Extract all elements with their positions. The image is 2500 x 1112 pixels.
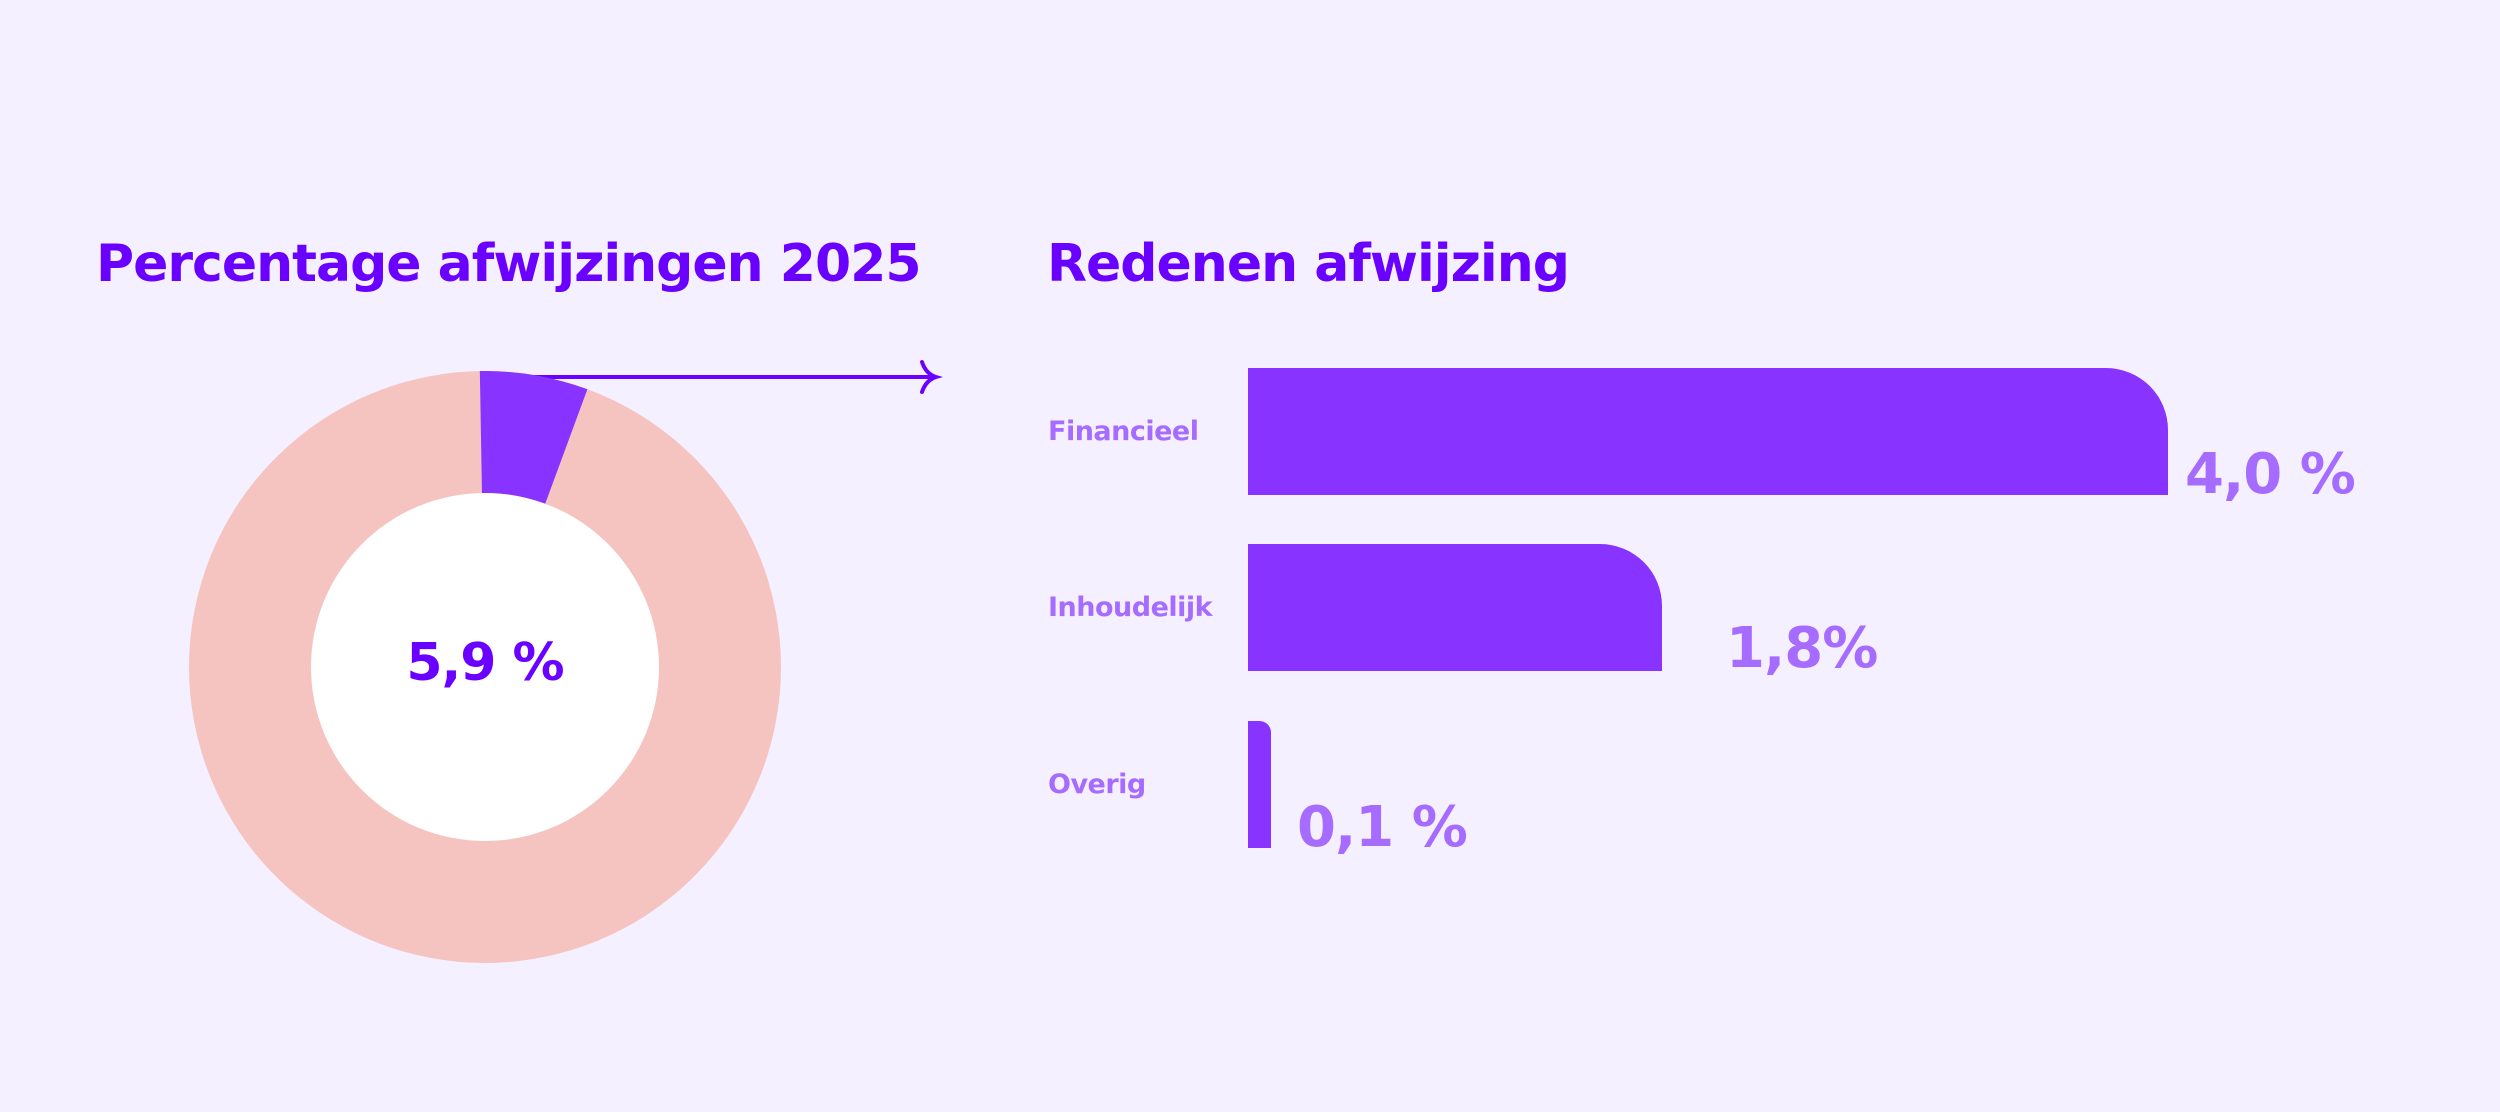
bar-inhoudelijk [1248,544,1662,671]
donut-center-value: 5,9 % [406,633,564,693]
bar-financieel [1248,368,2168,495]
bar-label-inhoudelijk: Inhoudelijk [1048,592,1213,623]
bar-chart-title: Redenen afwijzing [1047,234,1570,294]
donut-highlight-segment [479,371,588,504]
bar-value-inhoudelijk: 1,8% [1726,616,1878,681]
bar-value-overig: 0,1 % [1297,795,1468,860]
bar-label-financieel: Financieel [1048,416,1199,447]
bar-label-overig: Overig [1048,769,1146,800]
donut-chart-title: Percentage afwijzingen 2025 [96,234,922,294]
arrow-head-icon [920,360,943,394]
bar-overig [1248,721,1271,848]
donut-chart [189,360,943,963]
bar-value-financieel: 4,0 % [2185,442,2356,507]
donut-hole [311,493,659,841]
